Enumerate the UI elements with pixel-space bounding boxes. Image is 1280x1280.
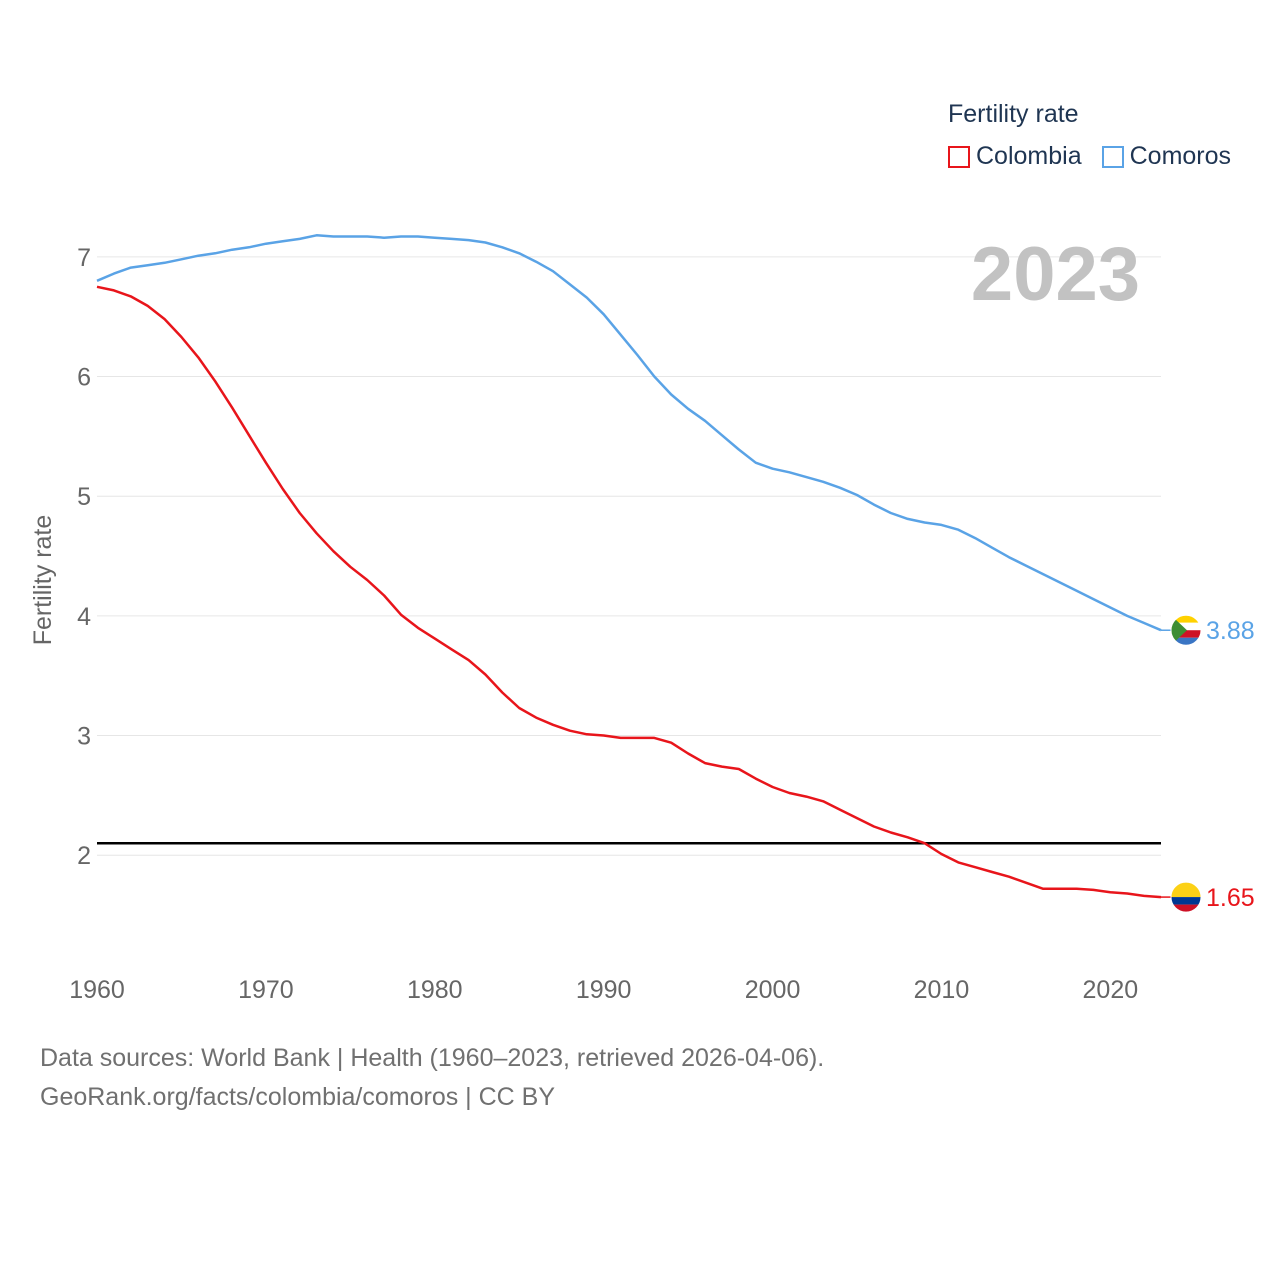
- x-tick-label-1960: 1960: [69, 976, 125, 1004]
- legend: Colombia Comoros: [948, 142, 1251, 171]
- y-tick-label-3: 3: [77, 723, 91, 751]
- legend-title: Fertility rate: [948, 100, 1079, 128]
- footer-attribution[interactable]: GeoRank.org/facts/colombia/comoros | CC …: [40, 1083, 556, 1111]
- legend-swatch-comoros: [1101, 145, 1124, 168]
- legend-swatch-colombia: [948, 145, 970, 168]
- x-tick-label-2010: 2010: [914, 976, 970, 1004]
- x-tick-label-1990: 1990: [576, 976, 632, 1004]
- y-tick-label-4: 4: [77, 603, 91, 631]
- legend-label-comoros: Comoros: [1129, 142, 1232, 170]
- grid-lines: [97, 256, 1161, 856]
- x-tick-label-2020: 2020: [1083, 976, 1139, 1004]
- end-value-label-colombia: 1.65: [1206, 884, 1255, 912]
- series-line-comoros: [96, 234, 1162, 632]
- y-tick-label-7: 7: [77, 244, 91, 272]
- y-axis-label: Fertility rate: [29, 515, 57, 646]
- legend-item-colombia[interactable]: Colombia: [948, 142, 1082, 171]
- x-axis-ticks: 1960 1970 1980 1990 2000 2010 2020: [69, 976, 1138, 1004]
- y-axis-ticks: 2 3 4 5 6 7: [77, 244, 91, 870]
- flag-icon-comoros: [1171, 615, 1201, 646]
- x-tick-label-2000: 2000: [745, 976, 801, 1004]
- x-tick-label-1980: 1980: [407, 976, 463, 1004]
- legend-item-comoros[interactable]: Comoros: [1101, 142, 1232, 171]
- end-value-label-comoros: 3.88: [1206, 617, 1255, 645]
- footer-sources: Data sources: World Bank | Health (1960–…: [40, 1044, 825, 1072]
- y-tick-label-5: 5: [77, 483, 91, 511]
- y-tick-label-6: 6: [77, 364, 91, 392]
- flag-icon-colombia: [1171, 882, 1201, 913]
- series-line-colombia: [96, 285, 1162, 899]
- year-label: 2023: [971, 232, 1140, 317]
- legend-label-colombia: Colombia: [976, 142, 1082, 170]
- y-tick-label-2: 2: [77, 842, 91, 870]
- x-tick-label-1970: 1970: [238, 976, 294, 1004]
